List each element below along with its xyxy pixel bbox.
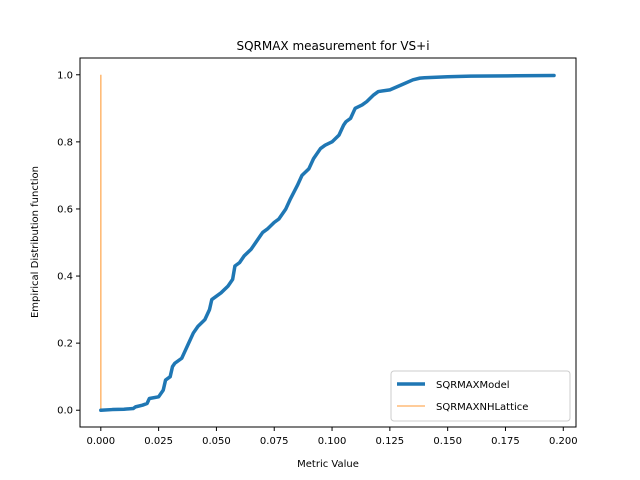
legend-label: SQRMAXModel: [436, 380, 510, 391]
y-tick-label: 0.8: [57, 137, 73, 148]
axes-frame: [79, 57, 577, 428]
x-tick-label: 0.100: [318, 436, 347, 447]
x-tick-label: 0.050: [202, 436, 231, 447]
y-axis-label: Empirical Distribution function: [30, 166, 41, 318]
x-tick-label: 0.000: [86, 436, 115, 447]
legend: SQRMAXModel SQRMAXNHLattice: [390, 370, 571, 422]
x-axis-label: Metric Value: [297, 459, 359, 470]
legend-label: SQRMAXNHLattice: [436, 402, 528, 413]
y-tick-label: 0.6: [57, 204, 73, 215]
y-axis-ticks: 0.0 0.2 0.4 0.6 0.8 1.0: [57, 70, 80, 417]
legend-box: [390, 370, 571, 422]
y-tick-label: 0.0: [57, 406, 73, 417]
x-axis-ticks: 0.000 0.025 0.050 0.075 0.100 0.125 0.150 0.175…: [86, 427, 578, 447]
x-tick-label: 0.150: [433, 436, 462, 447]
y-tick-label: 0.4: [57, 272, 73, 283]
y-tick-label: 1.0: [57, 70, 73, 81]
x-tick-label: 0.125: [376, 436, 405, 447]
series-line-sqrmaxmodel: [99, 73, 556, 412]
x-tick-label: 0.175: [491, 436, 520, 447]
y-tick-label: 0.2: [57, 339, 73, 350]
x-tick-label: 0.200: [549, 436, 578, 447]
x-tick-label: 0.075: [260, 436, 289, 447]
x-tick-label: 0.025: [144, 436, 173, 447]
chart-title: SQRMAX measurement for VS+i: [236, 39, 429, 53]
plot-area: [79, 57, 577, 428]
